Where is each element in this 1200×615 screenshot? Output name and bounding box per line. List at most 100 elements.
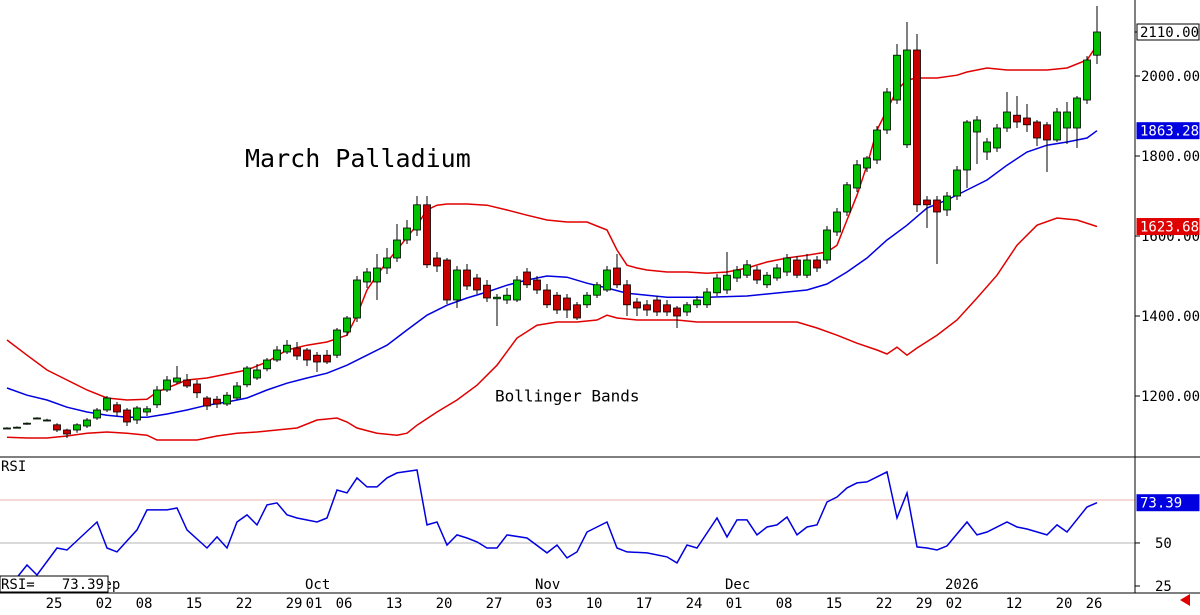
x-tick-label: 15 xyxy=(186,596,203,612)
candle-body xyxy=(903,49,911,146)
candle-body xyxy=(73,424,81,431)
candle-body xyxy=(33,417,41,420)
x-tick-label: 10 xyxy=(586,596,603,612)
x-tick-label: 08 xyxy=(136,596,153,612)
x-tick-label: 01 xyxy=(306,596,323,612)
x-tick-label: 12 xyxy=(1006,596,1023,612)
candle-body xyxy=(943,195,951,211)
candle-body xyxy=(843,184,851,213)
candle-body xyxy=(893,54,901,101)
candle-body xyxy=(793,259,801,276)
candle-body xyxy=(523,271,531,286)
candle-body xyxy=(163,379,171,391)
candle-body xyxy=(873,129,881,161)
candle-body xyxy=(823,229,831,261)
x-tick-label: 06 xyxy=(336,596,353,612)
candle-body xyxy=(763,274,771,286)
candle-body xyxy=(263,359,271,370)
candle-body xyxy=(913,49,921,206)
candle-body xyxy=(723,274,731,291)
x-tick-label: 20 xyxy=(1056,596,1073,612)
candle-body xyxy=(443,259,451,301)
candle-body xyxy=(703,291,711,306)
candle-body xyxy=(383,257,391,269)
candle-body xyxy=(3,427,11,430)
x-tick-label: 25 xyxy=(46,596,63,612)
candle-body xyxy=(113,404,121,413)
candle-body xyxy=(993,127,1001,149)
candle-body xyxy=(803,259,811,276)
x-tick-label: 22 xyxy=(876,596,893,612)
x-month-label: Oct xyxy=(305,577,330,593)
candle-body xyxy=(303,349,311,361)
candle-body xyxy=(1083,59,1091,101)
y-tick-label: 1800.00 xyxy=(1141,149,1200,165)
candle-body xyxy=(653,299,661,313)
candle-body xyxy=(603,269,611,291)
candle-body xyxy=(83,419,91,427)
candle-body xyxy=(693,299,701,306)
y-tick-label: 1200.00 xyxy=(1141,389,1200,405)
y-tick-label: 2000.00 xyxy=(1141,69,1200,85)
candle-body xyxy=(1063,111,1071,129)
candle-body xyxy=(473,277,481,291)
readout-label: RSI= xyxy=(1,577,35,593)
candle-body xyxy=(103,397,111,411)
value-box-label: 2110.00 xyxy=(1140,25,1199,41)
candle-body xyxy=(1043,124,1051,141)
value-box xyxy=(1136,122,1200,140)
candle-body xyxy=(973,119,981,133)
candle-body xyxy=(613,267,621,286)
candle-body xyxy=(1073,97,1081,129)
candle-body xyxy=(583,294,591,306)
candle-body xyxy=(1013,114,1021,123)
candle-body xyxy=(323,354,331,363)
x-tick-label: 02 xyxy=(946,596,963,612)
candle-body xyxy=(1003,111,1011,129)
value-box-label: 73.39 xyxy=(1140,496,1182,512)
value-box xyxy=(1136,218,1200,236)
candle-body xyxy=(273,349,281,361)
candle-body xyxy=(983,141,991,153)
candle-body xyxy=(1023,117,1031,126)
candle-body xyxy=(1093,31,1101,56)
value-box-label: 1623.68 xyxy=(1140,220,1199,236)
scroll-arrow[interactable] xyxy=(1180,594,1190,606)
candle-body xyxy=(933,199,941,213)
readout-value: 73.39 xyxy=(62,577,104,593)
x-month-label: Dec xyxy=(725,577,750,593)
candle-body xyxy=(403,227,411,241)
x-month-label: 2026 xyxy=(945,577,979,593)
x-tick-label: 17 xyxy=(636,596,653,612)
bollinger-band xyxy=(6,217,1098,441)
price-panel xyxy=(3,6,1101,441)
candle-body xyxy=(463,269,471,287)
candle-body xyxy=(203,397,211,407)
candle-body xyxy=(863,157,871,169)
candle-body xyxy=(133,407,141,421)
candle-body xyxy=(343,317,351,333)
x-tick-label: 20 xyxy=(436,596,453,612)
x-tick-label: 29 xyxy=(916,596,933,612)
candle-body xyxy=(953,169,961,197)
x-tick-label: 02 xyxy=(96,596,113,612)
candle-body xyxy=(433,257,441,267)
candle-body xyxy=(883,91,891,131)
candle-body xyxy=(353,279,361,319)
candle-body xyxy=(813,259,821,269)
y-tick-label: 25 xyxy=(1155,579,1172,595)
candle-body xyxy=(143,408,151,413)
candle-body xyxy=(43,419,51,422)
candle-body xyxy=(503,294,511,301)
value-box-label: 1863.28 xyxy=(1140,124,1199,140)
candle-body xyxy=(633,301,641,309)
candle-body xyxy=(193,383,201,394)
candle-body xyxy=(733,269,741,279)
candle-body xyxy=(643,304,651,311)
candle-body xyxy=(1033,121,1041,139)
candle-body xyxy=(333,329,341,356)
y-tick-label: 50 xyxy=(1155,536,1172,552)
candle-body xyxy=(173,377,181,383)
candle-body xyxy=(663,304,671,313)
